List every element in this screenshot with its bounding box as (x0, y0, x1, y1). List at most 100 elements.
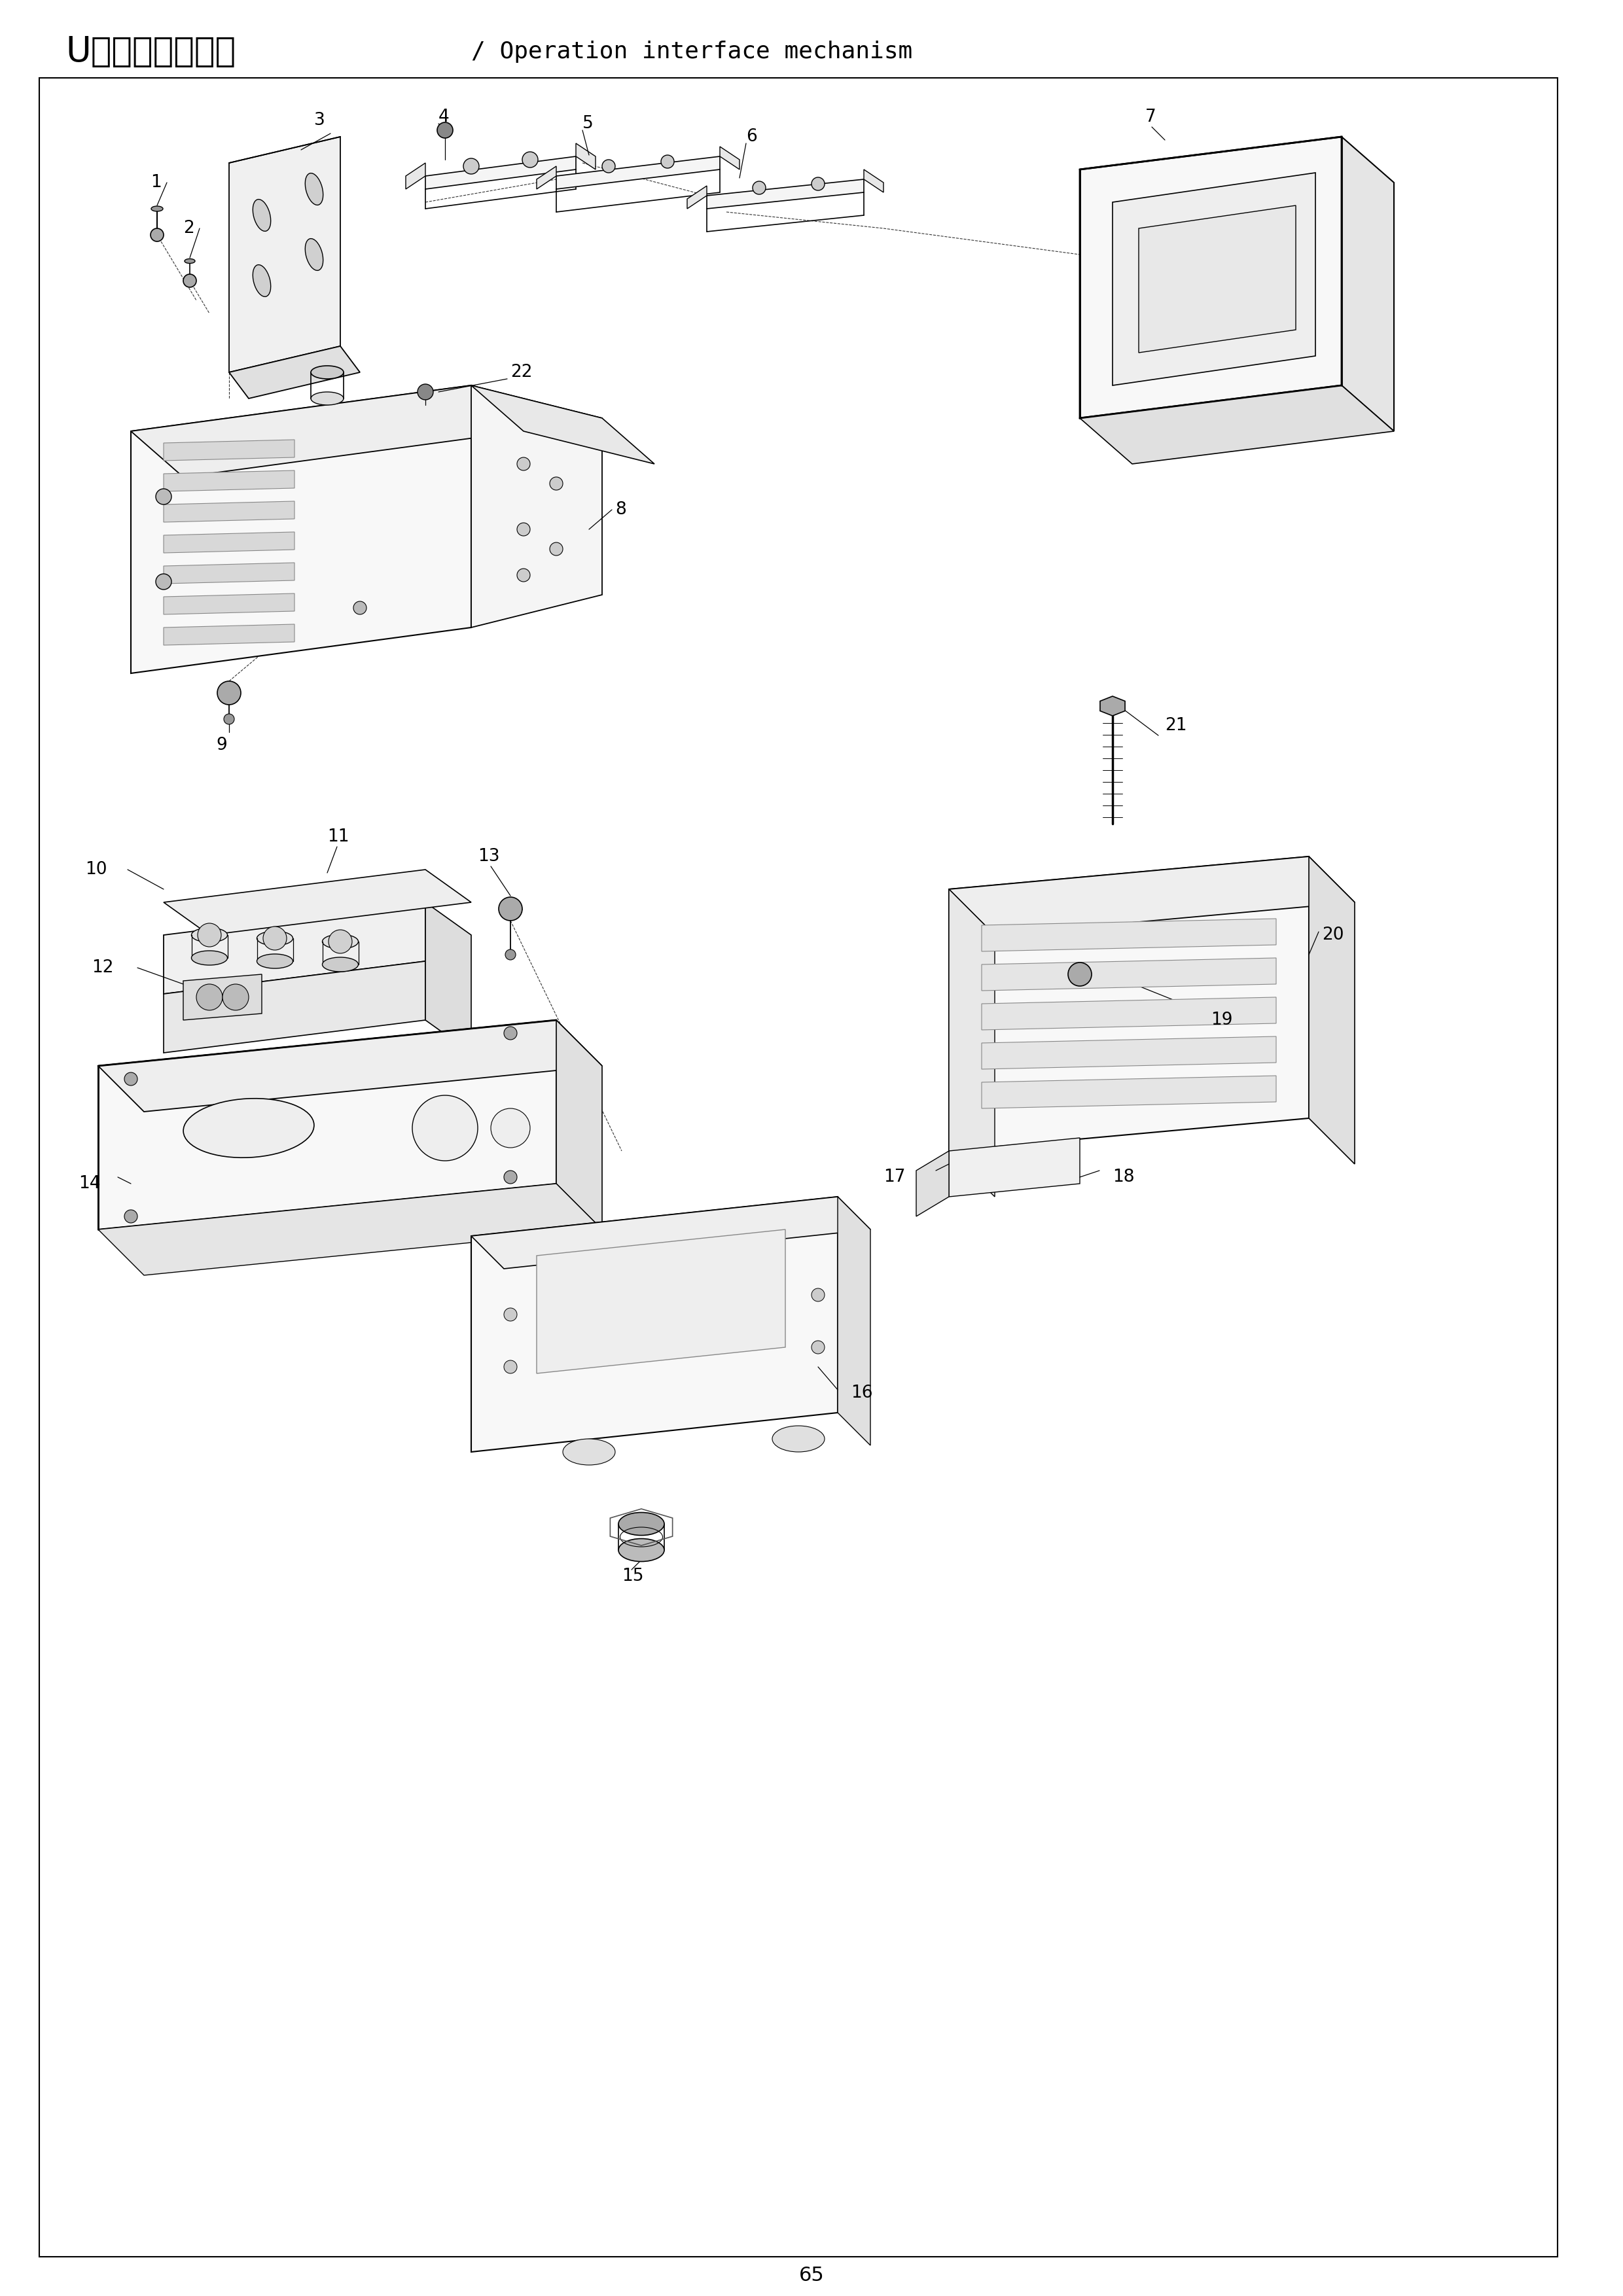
Circle shape (198, 923, 221, 946)
Circle shape (263, 928, 287, 951)
Polygon shape (471, 386, 602, 627)
Polygon shape (471, 386, 654, 464)
Polygon shape (471, 1196, 837, 1451)
Circle shape (523, 152, 537, 168)
Polygon shape (982, 918, 1276, 951)
Polygon shape (863, 170, 883, 193)
Circle shape (156, 574, 172, 590)
Circle shape (125, 1072, 138, 1086)
Polygon shape (949, 1139, 1079, 1196)
Text: 19: 19 (1211, 1013, 1232, 1029)
Text: 6: 6 (747, 129, 756, 145)
Polygon shape (97, 1185, 602, 1274)
Circle shape (183, 273, 196, 287)
Text: 4: 4 (438, 108, 450, 126)
Ellipse shape (256, 932, 292, 946)
Ellipse shape (618, 1513, 664, 1536)
Ellipse shape (323, 934, 359, 948)
Circle shape (518, 569, 531, 581)
Polygon shape (1308, 856, 1355, 1164)
Circle shape (196, 985, 222, 1010)
Polygon shape (164, 625, 294, 645)
Polygon shape (949, 856, 1355, 934)
Text: 17: 17 (883, 1169, 906, 1185)
Polygon shape (557, 156, 721, 188)
Circle shape (505, 951, 516, 960)
Circle shape (753, 181, 766, 195)
Ellipse shape (183, 1097, 315, 1157)
Text: 22: 22 (511, 363, 532, 381)
Text: 9: 9 (216, 737, 227, 753)
Polygon shape (1342, 138, 1394, 432)
Circle shape (417, 383, 433, 400)
Text: 5: 5 (583, 115, 594, 133)
Ellipse shape (312, 393, 344, 404)
Circle shape (463, 158, 479, 174)
Polygon shape (576, 142, 596, 170)
Ellipse shape (256, 955, 292, 969)
Polygon shape (1100, 696, 1125, 716)
Circle shape (328, 930, 352, 953)
Circle shape (812, 1288, 824, 1302)
Text: U、操作界面装置: U、操作界面装置 (65, 34, 235, 69)
Ellipse shape (192, 951, 227, 964)
Text: 13: 13 (477, 847, 500, 866)
Text: 7: 7 (1146, 108, 1156, 126)
Polygon shape (131, 386, 471, 673)
Ellipse shape (185, 259, 195, 264)
Polygon shape (229, 138, 341, 372)
Ellipse shape (323, 957, 359, 971)
Circle shape (125, 1210, 138, 1224)
Ellipse shape (253, 200, 271, 232)
Circle shape (224, 714, 234, 723)
Polygon shape (183, 974, 261, 1019)
Text: 15: 15 (622, 1568, 644, 1584)
Text: 8: 8 (615, 501, 626, 519)
Circle shape (661, 156, 674, 168)
Ellipse shape (151, 207, 162, 211)
Circle shape (602, 161, 615, 172)
Polygon shape (982, 1077, 1276, 1109)
Text: 18: 18 (1112, 1169, 1134, 1185)
Ellipse shape (192, 928, 227, 941)
Polygon shape (164, 441, 294, 461)
Polygon shape (164, 902, 425, 994)
Text: 10: 10 (84, 861, 107, 877)
Polygon shape (982, 996, 1276, 1031)
Polygon shape (164, 962, 425, 1054)
Circle shape (503, 1026, 518, 1040)
Circle shape (812, 1341, 824, 1355)
Polygon shape (949, 856, 1308, 1150)
Ellipse shape (305, 239, 323, 271)
Circle shape (518, 457, 531, 471)
Polygon shape (557, 1019, 602, 1228)
Polygon shape (1112, 172, 1315, 386)
Circle shape (222, 985, 248, 1010)
Circle shape (812, 177, 824, 191)
Circle shape (550, 542, 563, 556)
Polygon shape (1079, 386, 1394, 464)
Text: 11: 11 (328, 829, 349, 845)
Circle shape (503, 1309, 518, 1320)
Text: 3: 3 (315, 113, 325, 129)
Polygon shape (537, 1228, 786, 1373)
Polygon shape (131, 386, 524, 478)
Circle shape (490, 1109, 531, 1148)
Polygon shape (164, 870, 471, 934)
Circle shape (217, 682, 240, 705)
Polygon shape (164, 501, 294, 521)
Polygon shape (706, 179, 863, 209)
Circle shape (503, 1359, 518, 1373)
Polygon shape (837, 1196, 870, 1446)
Polygon shape (721, 147, 740, 170)
Text: 12: 12 (91, 960, 114, 976)
Text: 14: 14 (78, 1176, 101, 1192)
Polygon shape (406, 163, 425, 188)
Text: 20: 20 (1323, 928, 1344, 944)
Polygon shape (164, 533, 294, 553)
Polygon shape (97, 1019, 557, 1228)
Polygon shape (982, 1035, 1276, 1070)
Polygon shape (164, 592, 294, 615)
Circle shape (354, 602, 367, 615)
Circle shape (412, 1095, 477, 1162)
